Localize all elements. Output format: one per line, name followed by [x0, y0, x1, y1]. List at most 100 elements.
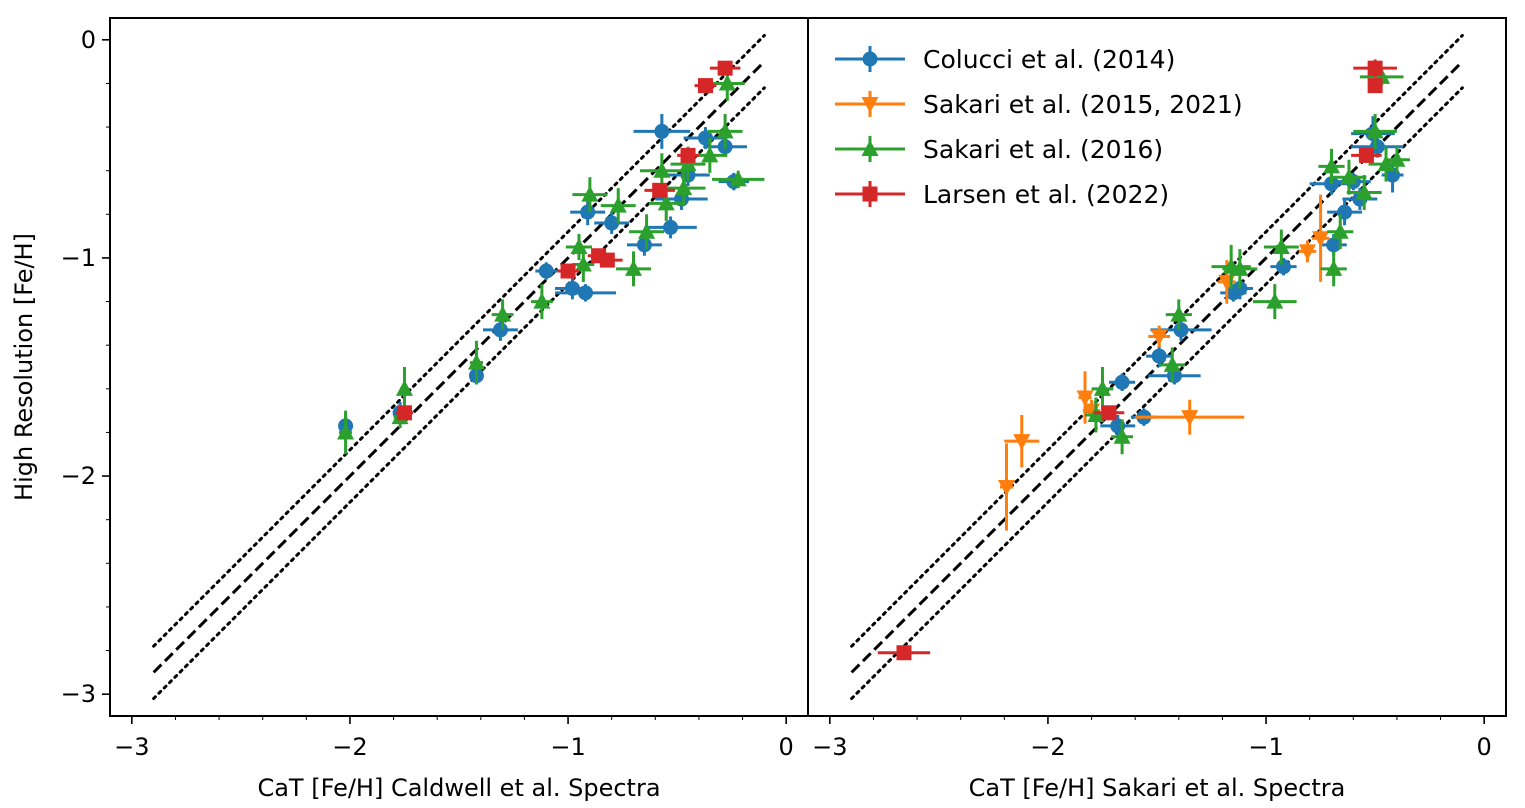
left-x-tick-label: −2	[332, 733, 367, 761]
y-tick-label: −2	[61, 462, 96, 490]
data-point-circle	[654, 123, 670, 139]
y-tick-label: −1	[61, 244, 96, 272]
left-panel: −3 −2 −1 0 0 −1 −2 −3 CaT [Fe/H] Caldwel…	[10, 17, 809, 802]
data-point-circle	[1151, 348, 1167, 364]
data-point-square	[1101, 405, 1117, 421]
right-plot-frame	[807, 17, 1507, 717]
y-tick-label: −3	[61, 680, 96, 708]
data-point-triangle-up	[1272, 238, 1290, 255]
left-x-axis-label: CaT [Fe/H] Caldwell et al. Spectra	[257, 774, 660, 802]
legend-label: Larsen et al. (2022)	[923, 180, 1169, 209]
data-point-triangle-up	[1113, 427, 1131, 444]
left-reference-lines	[152, 33, 766, 701]
right-x-tick-label: −3	[812, 733, 847, 761]
data-point-triangle-up	[1323, 157, 1340, 174]
data-point-square	[680, 147, 696, 163]
data-point-triangle-up	[1355, 183, 1373, 200]
data-point-triangle-up	[1093, 379, 1111, 396]
data-point-triangle-up	[1325, 259, 1343, 276]
legend-symbol	[835, 46, 905, 72]
data-point-triangle-up	[861, 140, 879, 156]
reference-line-one-to-one	[152, 60, 766, 674]
series-larsen-et-al-2022	[395, 60, 741, 421]
reference-line-lower-bound	[152, 86, 766, 701]
data-point-triangle-down	[861, 97, 879, 113]
data-point-square	[1367, 60, 1383, 76]
data-point-triangle-down	[997, 479, 1015, 496]
data-point-triangle-up	[1231, 259, 1249, 276]
legend-label: Colucci et al. (2014)	[923, 45, 1175, 74]
data-point-circle	[1276, 259, 1292, 275]
data-point-triangle-down	[1076, 390, 1094, 407]
reference-line-upper-bound	[152, 33, 766, 648]
left-x-tick-label: −3	[114, 733, 149, 761]
data-point-circle	[1173, 322, 1189, 338]
data-point-square	[717, 60, 733, 76]
data-point-circle	[1326, 237, 1342, 253]
data-point-triangle-up	[729, 170, 747, 187]
data-point-square	[652, 182, 668, 198]
data-point-triangle-up	[581, 185, 599, 202]
data-point-square	[396, 405, 412, 421]
series-sakari-et-al-2015-2021	[997, 194, 1330, 531]
legend-symbol	[835, 181, 905, 207]
right-x-tick-labels: −3 −2 −1 0	[812, 733, 1492, 761]
left-data-markers	[337, 60, 765, 455]
y-tick-labels: 0 −1 −2 −3	[61, 26, 96, 708]
data-point-triangle-down	[1299, 244, 1317, 261]
data-point-circle	[604, 215, 620, 231]
legend-symbol	[835, 136, 905, 162]
data-point-triangle-up	[467, 353, 485, 370]
right-x-tick-label: 0	[1477, 733, 1492, 761]
left-x-tick-label: −1	[550, 733, 585, 761]
data-point-triangle-up	[653, 161, 671, 178]
y-axis-label: High Resolution [Fe/H]	[10, 233, 38, 501]
data-point-triangle-up	[679, 155, 697, 172]
y-tick-label: 0	[81, 26, 96, 54]
data-point-circle	[1166, 368, 1182, 384]
legend-entry-colucci: Colucci et al. (2014)	[835, 45, 1175, 74]
right-axis-ticks	[829, 716, 1485, 724]
reference-line-upper-bound	[850, 33, 1464, 648]
series-larsen-et-al-2022	[877, 59, 1397, 661]
data-point-square	[896, 645, 912, 661]
data-point-triangle-up	[533, 292, 551, 309]
data-point-triangle-up	[701, 146, 719, 163]
legend-label: Sakari et al. (2015, 2021)	[923, 90, 1243, 119]
data-point-triangle-up	[494, 305, 512, 322]
data-point-triangle-up	[1331, 222, 1349, 239]
data-point-triangle-down	[1150, 329, 1168, 346]
data-point-circle	[636, 237, 652, 253]
data-point-triangle-up	[675, 179, 693, 196]
data-point-triangle-up	[1366, 122, 1384, 139]
legend-symbol	[835, 91, 905, 117]
data-point-triangle-up	[638, 222, 656, 239]
data-point-circle	[663, 219, 679, 235]
left-x-tick-labels: −3 −2 −1 0	[114, 733, 794, 761]
right-x-axis-label: CaT [Fe/H] Sakari et al. Spectra	[969, 774, 1346, 802]
series-sakari-et-al-2016	[1085, 67, 1411, 455]
data-point-triangle-down	[1312, 231, 1330, 248]
data-point-triangle-up	[609, 196, 627, 213]
data-point-triangle-up	[1340, 168, 1358, 185]
data-point-square	[697, 78, 713, 94]
data-point-square	[1358, 147, 1374, 163]
data-point-triangle-up	[657, 194, 675, 211]
legend-label: Sakari et al. (2016)	[923, 135, 1163, 164]
left-x-tick-label: 0	[779, 733, 794, 761]
data-point-triangle-up	[574, 255, 592, 272]
data-point-triangle-up	[1388, 150, 1406, 167]
data-point-triangle-up	[395, 379, 413, 396]
data-point-circle	[1114, 374, 1130, 390]
right-x-tick-label: −1	[1248, 733, 1283, 761]
data-point-triangle-up	[1170, 305, 1188, 322]
data-point-triangle-up	[1163, 355, 1181, 372]
data-point-triangle-down	[1181, 410, 1199, 427]
data-point-circle	[492, 322, 508, 338]
right-panel: −3 −2 −1 0 CaT [Fe/H] Sakari et al. Spec…	[807, 17, 1507, 802]
data-point-circle	[580, 204, 596, 220]
data-point-square	[1367, 78, 1383, 94]
right-data-markers	[877, 59, 1411, 661]
data-point-circle	[578, 285, 594, 301]
